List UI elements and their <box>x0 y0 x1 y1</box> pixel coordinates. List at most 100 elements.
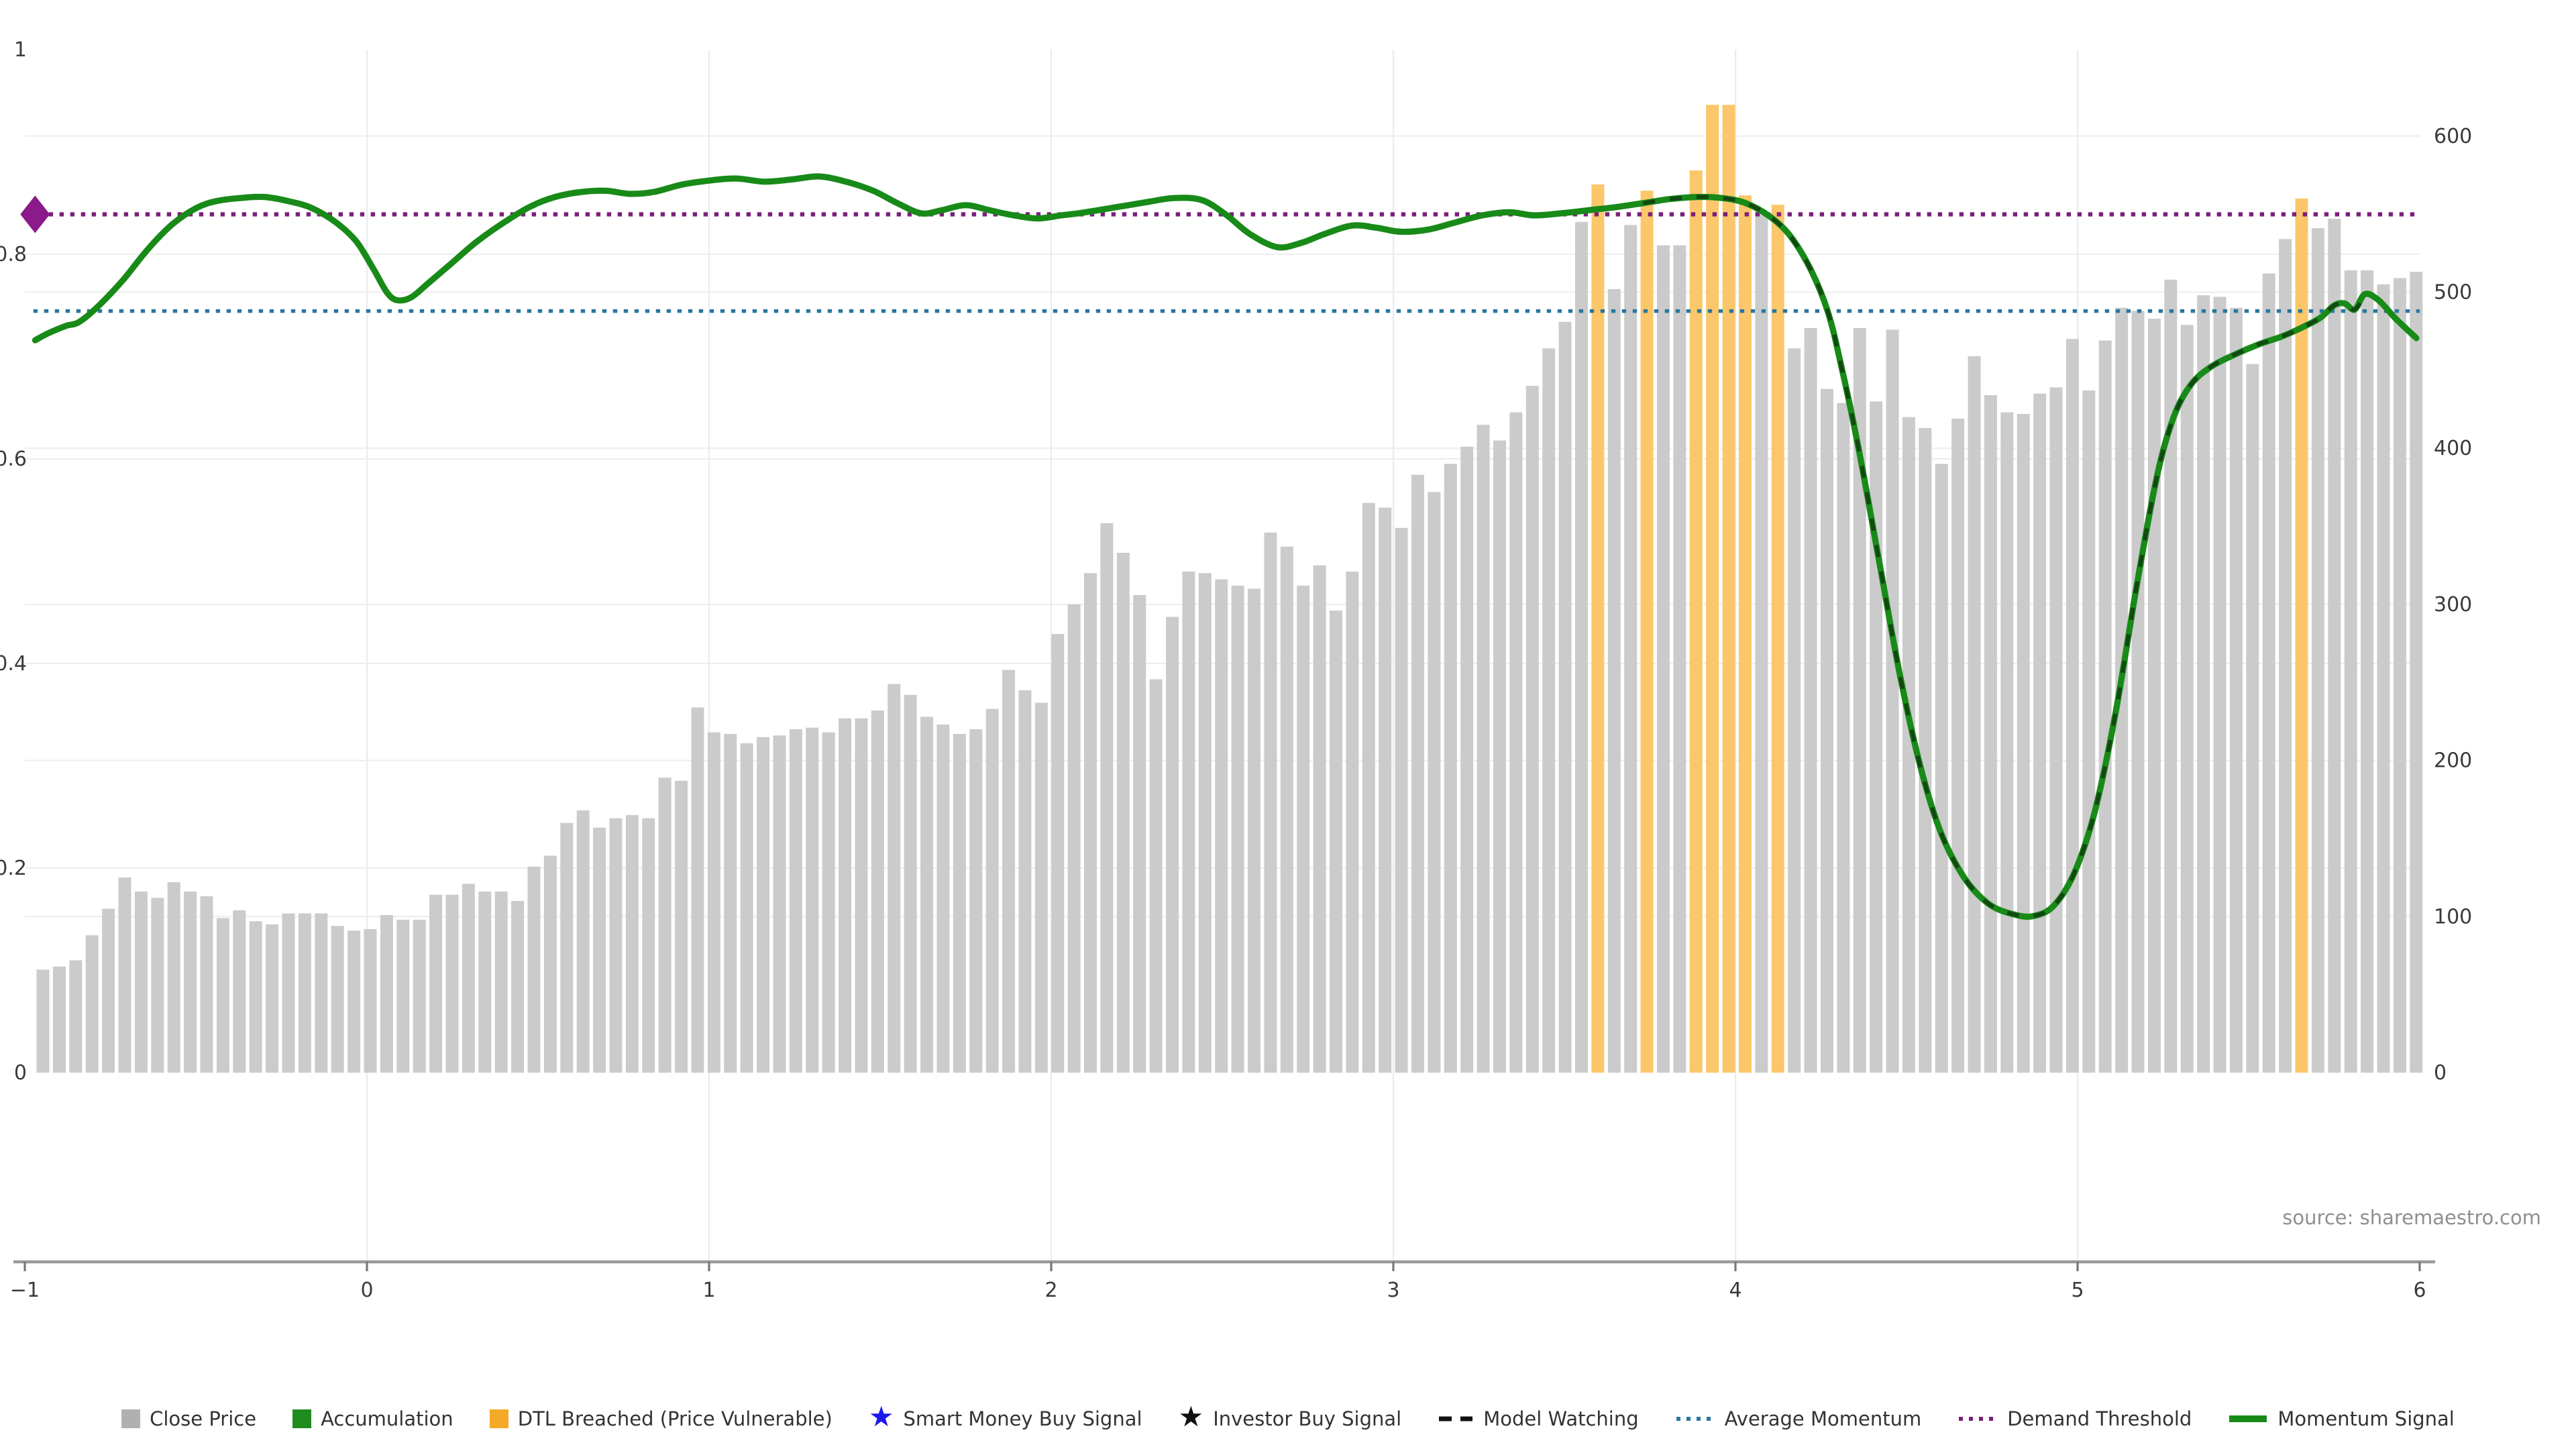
close-price-bar <box>2410 272 2423 1073</box>
dtl-breached-bar <box>1722 105 1735 1073</box>
close-price-bar <box>298 913 311 1073</box>
close-price-bar <box>1198 573 1212 1073</box>
close-price-bar <box>969 729 983 1073</box>
close-price-bar <box>1837 402 1850 1073</box>
close-price-bar <box>642 818 655 1073</box>
close-price-bar <box>773 735 786 1073</box>
close-price-bar <box>1853 328 1866 1073</box>
close-price-bar <box>494 892 508 1073</box>
close-price-bar <box>1411 474 1424 1073</box>
close-price-bar <box>2213 297 2226 1073</box>
close-price-bar <box>118 877 131 1073</box>
close-price-bar <box>2131 311 2145 1073</box>
dotted-line-icon <box>1959 1417 1997 1421</box>
close-price-bar <box>1558 321 1572 1073</box>
dtl-breached-bar <box>1738 195 1752 1073</box>
close-price-bar <box>2164 279 2178 1073</box>
close-price-bar <box>1493 440 1506 1073</box>
close-price-bar <box>1951 418 1965 1073</box>
close-price-bar <box>1624 225 1638 1073</box>
close-price-bar <box>1509 412 1523 1073</box>
close-price-bar <box>2017 414 2030 1073</box>
legend-label: Close Price <box>150 1407 257 1430</box>
close-price-bar <box>560 822 574 1073</box>
close-price-bar <box>1902 417 1915 1073</box>
close-price-bar <box>1362 502 1375 1073</box>
close-price-bar <box>724 734 737 1073</box>
close-price-bar <box>953 734 966 1073</box>
close-price-bar <box>2393 278 2406 1073</box>
source-attribution: source: sharemaestro.com <box>2282 1206 2541 1229</box>
close-price-bar <box>249 921 262 1073</box>
close-price-bar <box>1067 604 1081 1073</box>
dtl-breached-bar <box>1706 105 1719 1073</box>
legend-label: Smart Money Buy Signal <box>903 1407 1142 1430</box>
dtl-breached-bar <box>2295 198 2308 1073</box>
legend-label: Investor Buy Signal <box>1213 1407 1402 1430</box>
close-price-bar <box>936 724 950 1073</box>
close-price-bar <box>233 910 246 1073</box>
y-left-tick-labels: 0 0.2 0.4 0.6 0.8 1 <box>0 38 27 1085</box>
x-tick-label: 3 <box>1387 1279 1399 1302</box>
close-price-bar <box>1804 328 1817 1073</box>
close-price-bar <box>1444 464 1457 1073</box>
close-price-bar <box>1231 585 1244 1073</box>
close-price-bar <box>2361 270 2374 1073</box>
close-price-bar <box>2377 284 2390 1073</box>
close-price-bar <box>102 908 115 1073</box>
dtl-breached-bar <box>1591 184 1605 1073</box>
y-right-tick-label: 200 <box>2434 749 2472 773</box>
close-price-bar <box>2229 307 2243 1073</box>
x-tick-label: 4 <box>1729 1279 1741 1302</box>
close-price-bar <box>1395 527 1408 1073</box>
close-price-bar <box>822 732 835 1073</box>
x-tick-label: −1 <box>10 1279 40 1302</box>
legend-swatch-icon <box>489 1409 508 1428</box>
legend-label: Demand Threshold <box>2007 1407 2192 1430</box>
close-price-bar <box>2197 295 2210 1073</box>
close-price-bar <box>1100 523 1114 1073</box>
close-price-bar <box>1264 532 1277 1073</box>
close-price-bar <box>2065 339 2079 1073</box>
close-price-bar <box>1820 388 1833 1073</box>
close-price-bar <box>1002 669 1016 1073</box>
close-price-bar <box>1297 585 1310 1073</box>
x-axis-ticks: −1 0 1 2 3 4 5 6 <box>10 1262 2426 1302</box>
close-price-bar <box>543 855 557 1073</box>
close-price-bar <box>888 684 901 1073</box>
close-price-bar <box>445 894 459 1073</box>
close-price-bar <box>216 918 229 1073</box>
y-left-tick-label: 1 <box>14 38 27 62</box>
close-price-bar <box>1607 288 1621 1073</box>
close-price-bar <box>757 737 770 1073</box>
close-price-bar <box>2147 319 2161 1073</box>
legend-item-model-watching: Model Watching <box>1438 1407 1639 1430</box>
close-price-bar <box>429 894 443 1073</box>
legend-item-accumulation: Accumulation <box>292 1407 453 1430</box>
close-price-bar <box>609 818 623 1073</box>
legend-item-dtl-breached-price-vulnerable: DTL Breached (Price Vulnerable) <box>489 1407 833 1430</box>
close-price-bar <box>1477 425 1490 1073</box>
close-price-bar <box>1280 546 1293 1073</box>
y-right-tick-label: 600 <box>2434 125 2472 148</box>
x-tick-label: 5 <box>2071 1279 2084 1302</box>
close-price-bar <box>1755 211 1768 1073</box>
close-price-bar <box>2180 325 2194 1073</box>
close-price-bar <box>2328 219 2341 1073</box>
close-price-bar <box>1968 356 1981 1073</box>
close-price-bar <box>1330 610 1342 1073</box>
close-price-bar <box>855 718 868 1073</box>
y-left-tick-label: 0.2 <box>0 857 27 880</box>
x-tick-label: 1 <box>702 1279 715 1302</box>
dtl-breached-bar <box>1689 170 1703 1073</box>
close-price-bar <box>134 892 148 1073</box>
y-right-tick-label: 300 <box>2434 593 2472 616</box>
close-price-bar <box>1248 588 1261 1073</box>
close-price-bar <box>200 896 213 1073</box>
dashed-line-icon <box>1439 1416 1473 1421</box>
x-tick-label: 6 <box>2413 1279 2426 1302</box>
y-right-tick-label: 0 <box>2434 1061 2447 1085</box>
x-tick-label: 2 <box>1044 1279 1057 1302</box>
close-price-bar <box>2246 364 2259 1073</box>
close-price-bar <box>1935 464 1948 1073</box>
